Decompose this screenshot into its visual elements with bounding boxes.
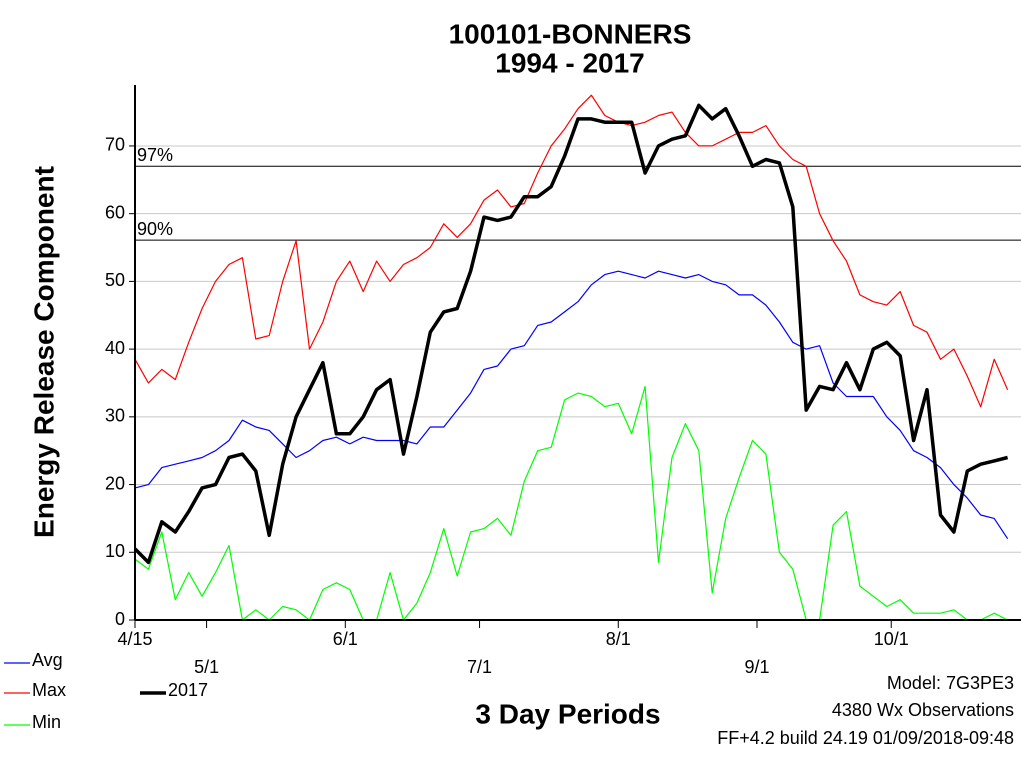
note: Model: 7G3PE3 bbox=[887, 673, 1014, 693]
y-tick-label: 30 bbox=[105, 406, 125, 426]
y-tick-label: 70 bbox=[105, 135, 125, 155]
y-axis-label: Energy Release Component bbox=[28, 166, 59, 538]
note: 4380 Wx Observations bbox=[832, 700, 1014, 720]
note: FF+4.2 build 24.19 01/09/2018-09:48 bbox=[717, 728, 1014, 748]
x-tick-label: 7/1 bbox=[467, 657, 492, 677]
x-tick-label: 5/1 bbox=[194, 657, 219, 677]
y-tick-label: 0 bbox=[115, 609, 125, 629]
legend-label: Max bbox=[32, 680, 66, 700]
x-axis-label: 3 Day Periods bbox=[475, 698, 660, 729]
chart-subtitle: 1994 - 2017 bbox=[495, 47, 644, 78]
x-tick-label: 6/1 bbox=[333, 629, 358, 649]
series-line bbox=[134, 94, 1009, 408]
y-tick-label: 60 bbox=[105, 202, 125, 222]
x-tick-label: 10/1 bbox=[874, 629, 909, 649]
reference-label: 90% bbox=[137, 219, 173, 239]
legend-label: Avg bbox=[32, 650, 63, 670]
y-tick-label: 20 bbox=[105, 473, 125, 493]
series-line bbox=[133, 103, 1009, 565]
y-tick-label: 50 bbox=[105, 270, 125, 290]
legend-label: Min bbox=[32, 712, 61, 732]
x-tick-label: 8/1 bbox=[606, 629, 631, 649]
y-tick-label: 10 bbox=[105, 541, 125, 561]
series-line bbox=[134, 385, 1008, 621]
x-tick-label: 4/15 bbox=[117, 629, 152, 649]
x-tick-label: 9/1 bbox=[744, 657, 769, 677]
chart-title: 100101-BONNERS bbox=[449, 18, 692, 49]
reference-label: 97% bbox=[137, 145, 173, 165]
series-line bbox=[134, 270, 1009, 540]
y-tick-label: 40 bbox=[105, 338, 125, 358]
legend-label: 2017 bbox=[168, 680, 208, 700]
